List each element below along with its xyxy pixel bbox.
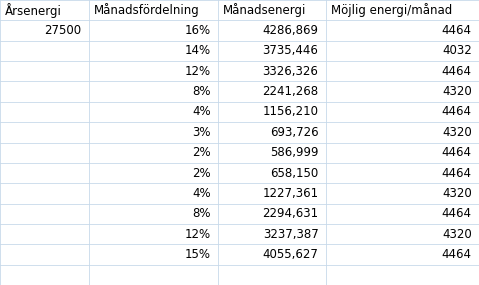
Bar — [0, 265, 479, 285]
Text: 15%: 15% — [185, 248, 211, 261]
Bar — [0, 0, 479, 20]
Text: 2294,631: 2294,631 — [262, 207, 319, 220]
Text: 2%: 2% — [192, 146, 211, 159]
Text: 586,999: 586,999 — [270, 146, 319, 159]
Text: 4320: 4320 — [442, 85, 472, 98]
Text: 16%: 16% — [184, 24, 211, 37]
Bar — [0, 203, 479, 224]
Bar — [0, 41, 479, 61]
Text: 4286,869: 4286,869 — [262, 24, 319, 37]
Text: 3326,326: 3326,326 — [262, 65, 319, 78]
Bar — [0, 224, 479, 244]
Text: 4%: 4% — [192, 105, 211, 119]
Bar — [0, 102, 479, 122]
Bar — [0, 163, 479, 183]
Text: 4464: 4464 — [442, 166, 472, 180]
Text: 1156,210: 1156,210 — [262, 105, 319, 119]
Text: 3735,446: 3735,446 — [262, 44, 319, 57]
Bar — [0, 244, 479, 265]
Text: 4055,627: 4055,627 — [262, 248, 319, 261]
Bar — [0, 183, 479, 203]
Text: 2241,268: 2241,268 — [262, 85, 319, 98]
Text: 2%: 2% — [192, 166, 211, 180]
Text: 8%: 8% — [192, 207, 211, 220]
Text: 4320: 4320 — [442, 187, 472, 200]
Text: 12%: 12% — [184, 228, 211, 241]
Text: 4464: 4464 — [442, 105, 472, 119]
Text: 4464: 4464 — [442, 207, 472, 220]
Bar — [0, 82, 479, 102]
Bar — [0, 142, 479, 163]
Text: 4320: 4320 — [442, 228, 472, 241]
Text: 693,726: 693,726 — [270, 126, 319, 139]
Text: 4320: 4320 — [442, 126, 472, 139]
Bar — [0, 61, 479, 82]
Text: 4464: 4464 — [442, 248, 472, 261]
Text: 3%: 3% — [192, 126, 211, 139]
Text: Månadsfördelning: Månadsfördelning — [93, 3, 199, 17]
Text: 4464: 4464 — [442, 146, 472, 159]
Text: 8%: 8% — [192, 85, 211, 98]
Bar — [0, 20, 479, 41]
Text: 12%: 12% — [184, 65, 211, 78]
Text: 14%: 14% — [184, 44, 211, 57]
Text: 4032: 4032 — [442, 44, 472, 57]
Text: 4%: 4% — [192, 187, 211, 200]
Bar — [0, 122, 479, 142]
Text: 3237,387: 3237,387 — [263, 228, 319, 241]
Text: 27500: 27500 — [44, 24, 81, 37]
Text: 658,150: 658,150 — [270, 166, 319, 180]
Text: 1227,361: 1227,361 — [262, 187, 319, 200]
Text: 4464: 4464 — [442, 24, 472, 37]
Text: 4464: 4464 — [442, 65, 472, 78]
Text: Årsenergi: Årsenergi — [5, 3, 62, 18]
Text: Möjlig energi/månad: Möjlig energi/månad — [331, 3, 452, 17]
Text: Månadsenergi: Månadsenergi — [223, 3, 306, 17]
